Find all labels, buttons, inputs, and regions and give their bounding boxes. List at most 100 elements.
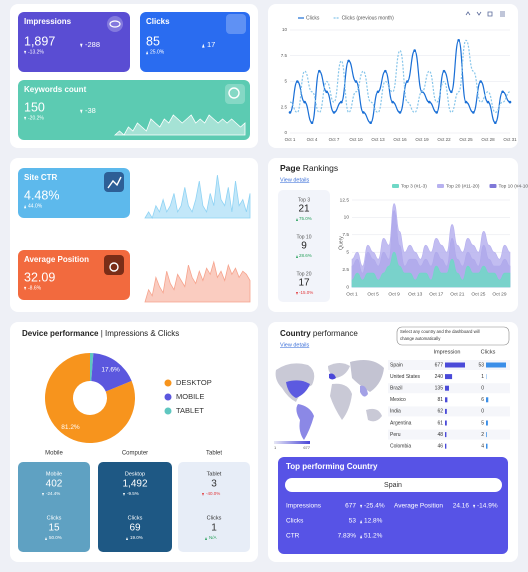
kpi-card (18, 250, 130, 300)
kpi-card (18, 12, 130, 72)
x-tick-label: Oct 10 (349, 137, 363, 142)
card-change: 25.0% (150, 49, 165, 55)
sparkline (144, 174, 251, 219)
x-tick-label: Oct 21 (450, 291, 464, 297)
clicks-value: 6 (481, 397, 484, 403)
legend-label: MOBILE (176, 392, 204, 401)
impression-bar (445, 408, 447, 414)
column-header: Impression (434, 349, 461, 355)
x-tick-label: Oct 22 (437, 137, 451, 142)
clicks-bar (486, 397, 489, 403)
card-delta: 17 (207, 40, 215, 49)
impression-bar (445, 374, 453, 380)
card-title: Site CTR (24, 173, 58, 182)
x-tick-label: Oct 31 (503, 137, 517, 142)
row-bg (388, 383, 510, 394)
card-title: Impressions (24, 17, 72, 26)
point (303, 100, 306, 104)
icon (104, 255, 124, 275)
point (464, 100, 468, 104)
x-tick-label: Oct 13 (408, 291, 422, 297)
y-tick-label: 10 (282, 27, 288, 32)
clicks-change: 50.0% (49, 535, 62, 540)
card-delta: -38 (85, 106, 96, 115)
panel (268, 4, 518, 148)
point (435, 111, 438, 114)
point (376, 90, 380, 94)
icon (226, 14, 246, 34)
panel-title: Page Rankings (280, 163, 338, 173)
world-map (275, 360, 384, 440)
country-selector[interactable] (285, 478, 502, 492)
kpi-card (18, 80, 250, 140)
device-card (178, 462, 250, 552)
y-tick-label: 5 (284, 79, 287, 84)
kpi-card (140, 12, 250, 72)
selected-country: Spain (384, 482, 402, 489)
trend-arrow (202, 43, 205, 48)
clicks-value: 15 (48, 523, 60, 534)
icon (107, 16, 123, 32)
impression-bar (445, 432, 447, 438)
trend-arrow (202, 493, 204, 496)
stat-label: Top 10 (296, 234, 311, 240)
point (450, 90, 453, 94)
point (428, 100, 431, 104)
trend-arrow (42, 493, 44, 496)
trend-arrow (45, 537, 47, 540)
clicks-value: 4 (481, 444, 484, 450)
impression-value: 677 (435, 362, 444, 368)
point (332, 111, 336, 114)
title-rest: Rankings (303, 163, 338, 173)
point (486, 100, 490, 104)
title-rest: performance (313, 329, 358, 338)
impression-bar (445, 397, 448, 403)
stat-change: 28.6% (299, 253, 312, 258)
y-tick-label: 0 (346, 284, 349, 290)
stats-column (278, 190, 330, 302)
card-change: -8.6% (28, 285, 42, 291)
device-change: -24.4% (46, 491, 60, 496)
icon (228, 87, 240, 99)
legend-label: Clicks (previous month) (342, 15, 395, 21)
x-tick-label: Oct 13 (371, 137, 385, 142)
trend-arrow (360, 534, 363, 539)
impression-value: 61 (437, 420, 443, 426)
legend-swatch (489, 184, 497, 188)
link: View details (280, 177, 309, 183)
icon (109, 262, 119, 272)
trend-arrow (296, 292, 298, 295)
clicks-value: 0 (481, 409, 484, 415)
metric-change: 12.8% (364, 518, 383, 525)
card-change: -20.2% (28, 115, 44, 121)
country-name: Peru (390, 432, 401, 438)
slice-label: 17.6% (101, 366, 120, 373)
column-heading: Tablet (206, 451, 222, 457)
device-value: 1,492 (122, 479, 147, 490)
impression-value: 240 (435, 374, 444, 380)
sparkline (113, 114, 246, 136)
device-card (98, 462, 172, 552)
panel-title: Device performance | Impressions & Click… (22, 329, 179, 338)
point (398, 111, 402, 114)
card-title: Clicks (146, 17, 170, 26)
point (347, 59, 350, 63)
stat-label: Top 20 (296, 271, 311, 277)
point (457, 39, 460, 42)
x-tick-label: Oct 1 (285, 137, 296, 142)
x-tick-label: Oct 4 (307, 137, 318, 142)
point (310, 121, 314, 124)
impression-bar (445, 443, 447, 449)
trend-arrow (146, 50, 149, 55)
stat-change: 75.0% (299, 216, 312, 221)
x-tick-label: Oct 7 (329, 137, 340, 142)
clicks-value: 2 (481, 432, 484, 438)
metric-change: 51.2% (364, 533, 383, 540)
trend-arrow (473, 504, 476, 509)
point (501, 90, 504, 94)
clicks-label: Clicks (128, 515, 143, 521)
legend-label: Top 10 (#4-10) (499, 183, 528, 189)
card-change: -13.2% (28, 49, 44, 55)
title-rest: | Impressions & Clicks (101, 329, 180, 338)
